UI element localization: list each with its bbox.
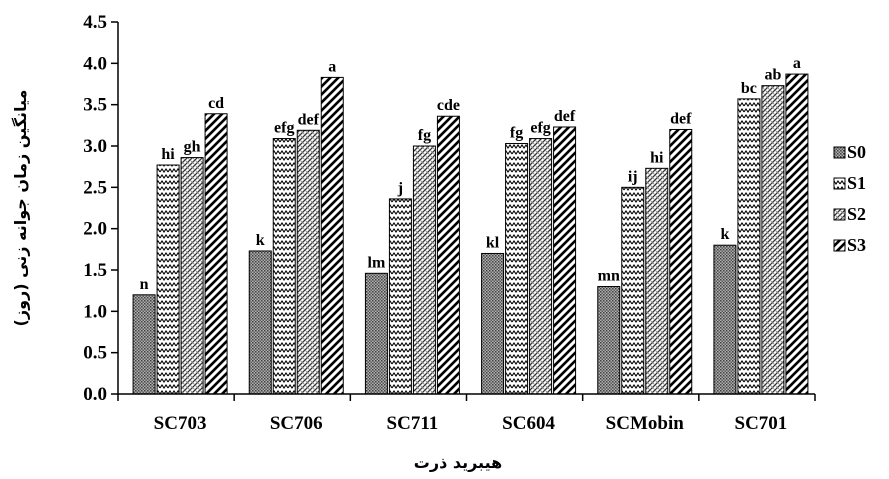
bar-s1 (388, 198, 412, 395)
x-axis-title: هیبرید ذرت (414, 453, 502, 472)
bar-label: n (140, 276, 149, 293)
bar-s3 (436, 115, 460, 395)
bar-s3 (320, 76, 344, 395)
bar-label: hi (650, 149, 664, 166)
y-tick-label: 2.0 (83, 219, 107, 240)
y-tick-label: 2.5 (83, 177, 107, 198)
bar-label: a (328, 58, 336, 75)
legend-swatch-s1 (833, 177, 846, 190)
legend-swatch-s3 (833, 239, 846, 252)
bar-label: cd (208, 95, 224, 112)
legend-swatch-s2 (833, 208, 846, 221)
bar-label: hi (161, 146, 175, 163)
bar-label: ij (628, 168, 638, 185)
bar-s1 (272, 138, 296, 395)
bar-label: fg (510, 125, 523, 142)
bar-label: fg (418, 127, 431, 144)
bar-s0 (248, 250, 272, 395)
bar-s1 (156, 164, 180, 395)
legend: S0 S1 S2 S3 (833, 142, 866, 255)
bar-label: kl (486, 234, 500, 251)
bar-s0 (481, 252, 505, 395)
bar-s0 (132, 294, 156, 395)
bar-s0 (364, 272, 388, 395)
bar-label: k (720, 226, 729, 243)
bar-label: k (256, 232, 265, 249)
bar-label: def (670, 110, 692, 127)
bar-label: j (397, 180, 403, 197)
legend-swatch-s0 (833, 146, 846, 159)
bar-s0 (713, 244, 737, 395)
x-axis-categories: SC703 SC706 SC711 SC604 SCMobin SC701 (117, 394, 816, 434)
bar-s3 (553, 126, 577, 395)
y-tick-label: 1.0 (83, 301, 107, 322)
bar-label: efg (530, 120, 550, 137)
y-tick-label: 4.5 (83, 12, 107, 33)
bar-s3 (669, 128, 693, 395)
bar-label: gh (184, 139, 201, 156)
bar-s2 (412, 145, 436, 395)
bar-label: cde (437, 97, 460, 114)
bar-s3 (204, 113, 228, 395)
y-tick-label: 0.5 (83, 343, 107, 364)
bar-s2 (180, 157, 204, 395)
legend-label-s0: S0 (847, 142, 866, 162)
bar-label: a (793, 55, 801, 72)
x-category-label: SC701 (735, 413, 788, 434)
y-tick-label: 3.0 (83, 136, 107, 157)
bar-s1 (621, 186, 645, 395)
y-tick-label: 1.5 (83, 260, 107, 281)
x-category-label: SCMobin (606, 413, 685, 434)
y-tick-label: 3.5 (83, 95, 107, 116)
bar-s2 (529, 138, 553, 395)
bar-label: def (298, 111, 320, 128)
y-tick-label: 0.0 (83, 384, 107, 405)
bar-s1 (505, 143, 529, 395)
bar-label: lm (368, 254, 386, 271)
x-category-label: SC604 (502, 413, 555, 434)
y-axis-ticks: 0.0 0.5 1.0 1.5 2.0 2.5 3.0 3.5 4.0 4.5 (83, 12, 118, 405)
bar-s2 (645, 167, 669, 395)
bar-label: ab (764, 67, 781, 84)
bar-label: def (554, 108, 576, 125)
bars (132, 73, 809, 395)
y-axis-title: میانگین زمان جوانه زنی (روز) (11, 90, 30, 327)
bar-label: efg (274, 120, 294, 137)
bar-s1 (737, 98, 761, 395)
bar-s3 (785, 73, 809, 395)
bar-s0 (597, 286, 621, 395)
bar-s2 (761, 85, 785, 395)
x-category-label: SC706 (270, 413, 323, 434)
x-category-label: SC703 (154, 413, 207, 434)
legend-label-s1: S1 (847, 173, 866, 193)
bar-label: bc (741, 80, 757, 97)
legend-label-s3: S3 (847, 235, 866, 255)
bar-s2 (296, 129, 320, 395)
legend-label-s2: S2 (847, 204, 866, 224)
y-tick-label: 4.0 (83, 53, 107, 74)
x-category-label: SC711 (387, 413, 439, 434)
bar-label: mn (598, 268, 620, 285)
